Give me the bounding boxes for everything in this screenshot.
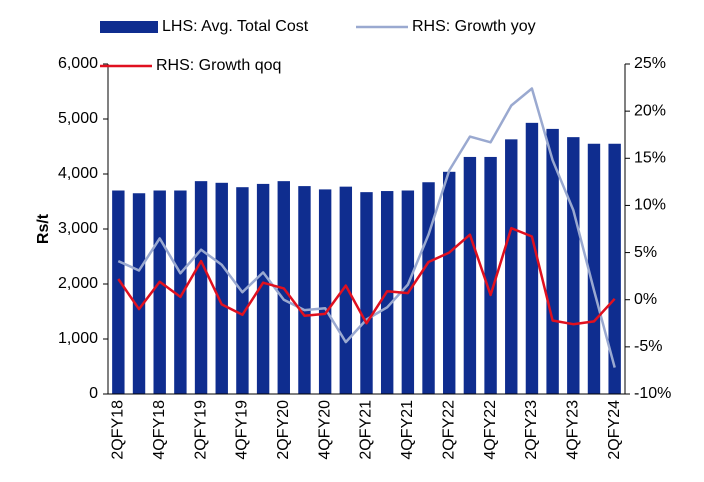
bar [318, 189, 332, 394]
x-tick-label: 2QFY20 [275, 400, 292, 460]
bar [443, 171, 456, 394]
bar [132, 193, 146, 394]
y-tick-label: 5,000 [58, 110, 98, 127]
bar [153, 190, 166, 394]
y-tick-label: 2,000 [58, 275, 98, 292]
bar [298, 186, 311, 394]
bar [256, 183, 270, 394]
y-tick-label: 4,000 [58, 165, 98, 182]
x-tick-label: 4QFY20 [316, 400, 333, 460]
bar [567, 137, 580, 394]
bar [360, 192, 373, 394]
x-tick-label: 2QFY19 [192, 400, 209, 460]
y-tick-label: 0 [89, 385, 98, 402]
x-tick-label: 4QFY18 [151, 400, 168, 460]
bar [505, 139, 518, 394]
bar [112, 190, 125, 394]
bar [174, 190, 187, 394]
y-tick-label: 3,000 [58, 220, 98, 237]
legend-label: LHS: Avg. Total Cost [162, 18, 309, 35]
y-tick-label: 6,000 [58, 55, 98, 72]
x-tick-label: 2QFY18 [110, 400, 127, 460]
y2-tick-label: 25% [634, 55, 666, 72]
line [117, 226, 616, 326]
line [117, 87, 616, 368]
y2-tick-label: 10% [634, 197, 666, 214]
bar [484, 156, 497, 394]
x-tick-label: 2QFY23 [523, 400, 540, 460]
y2-tick-label: 20% [634, 102, 666, 119]
x-tick-label: 2QFY22 [440, 400, 457, 460]
y2-tick-label: 15% [634, 150, 666, 167]
y-tick-label: 1,000 [58, 330, 98, 347]
bar [422, 182, 435, 394]
bar [215, 182, 228, 394]
x-tick-label: 4QFY23 [565, 400, 582, 460]
y2-tick-label: -10% [634, 385, 671, 402]
bar [608, 143, 621, 394]
y2-tick-label: 5% [634, 244, 657, 261]
x-tick-label: 4QFY21 [399, 400, 416, 460]
bar [463, 156, 477, 394]
y-axis-label: Rs/t [35, 213, 52, 244]
x-tick-label: 2QFY21 [358, 400, 375, 460]
bar [339, 186, 353, 394]
legend-label: RHS: Growth qoq [156, 57, 281, 74]
x-tick-label: 4QFY19 [234, 400, 251, 460]
bar [546, 128, 559, 394]
x-tick-label: 4QFY22 [482, 400, 499, 460]
legend-swatch [100, 21, 158, 33]
x-tick-label: 2QFY24 [606, 400, 623, 460]
bar [587, 143, 601, 394]
y2-tick-label: 0% [634, 291, 657, 308]
y2-tick-label: -5% [634, 338, 662, 355]
bar [194, 181, 208, 394]
legend-label: RHS: Growth yoy [412, 18, 536, 35]
bar [525, 122, 539, 394]
